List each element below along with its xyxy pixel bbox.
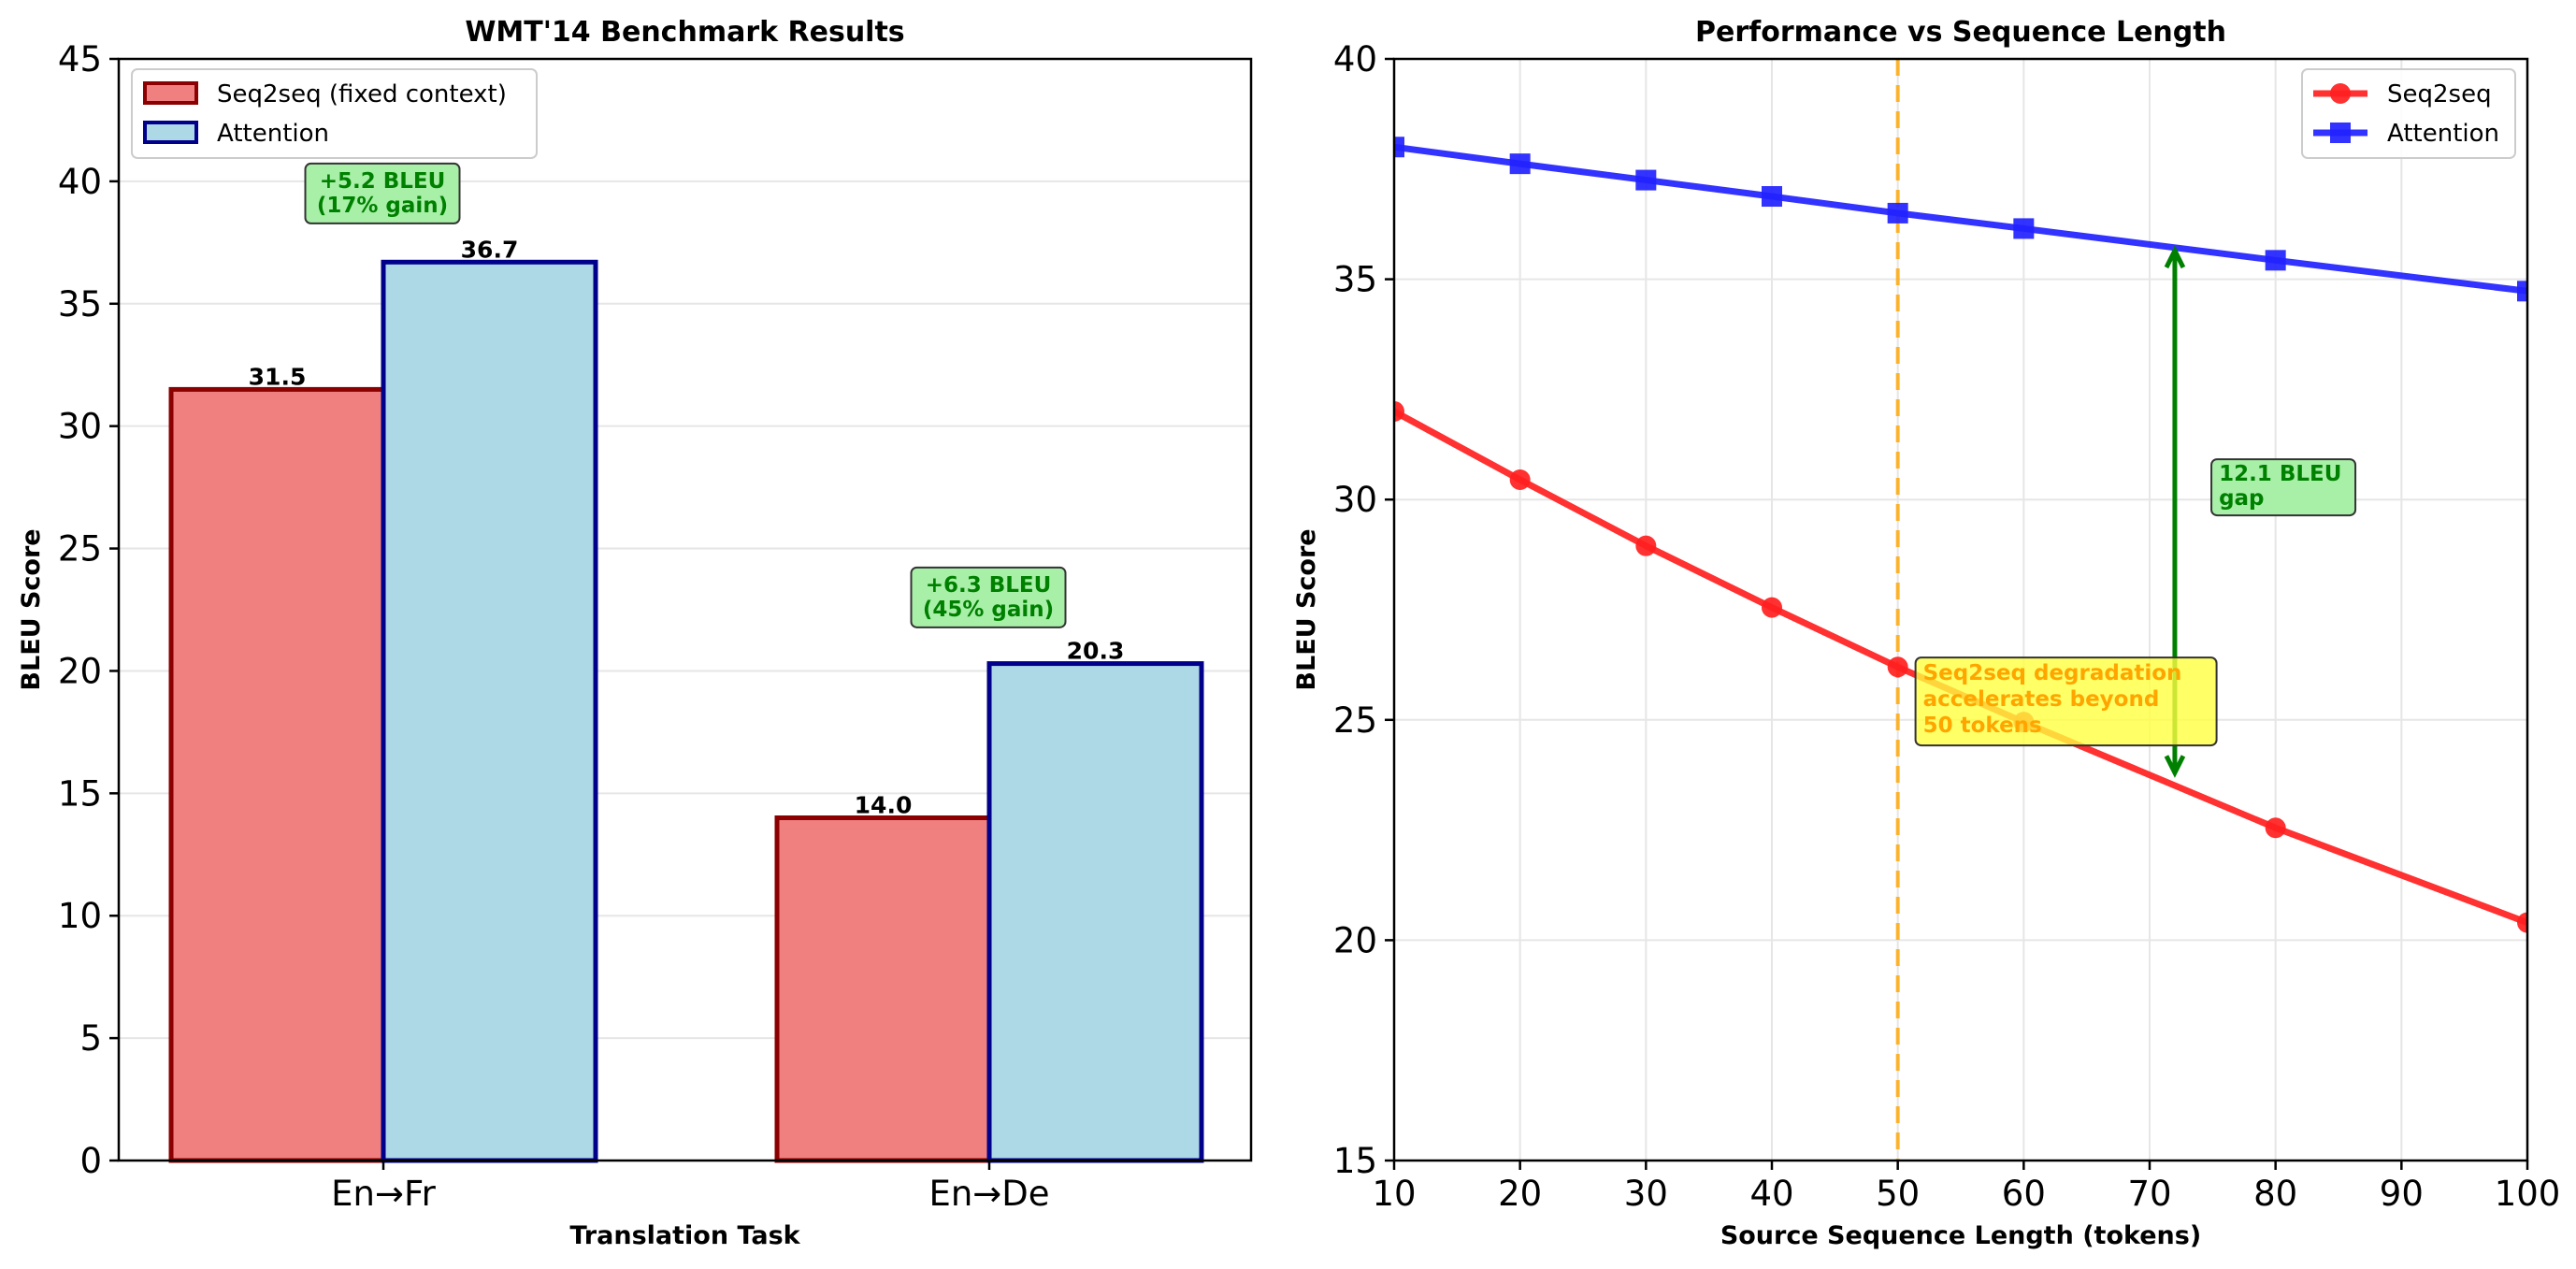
chart-title: WMT'14 Benchmark Results <box>465 16 904 49</box>
legend-marker <box>2330 123 2351 143</box>
y-axis-label: BLEU Score <box>1292 528 1321 690</box>
gap-arrow-head-top <box>2164 245 2186 269</box>
x-axis-label: Source Sequence Length (tokens) <box>1720 1221 2201 1250</box>
gain-annotation-box <box>304 162 461 224</box>
y-tick-label: 0 <box>79 1141 102 1181</box>
point-attention <box>2013 218 2035 239</box>
point-attention <box>2517 281 2527 302</box>
point-attention <box>1762 186 1782 208</box>
note-text-line: 50 tokens <box>1923 714 2042 738</box>
bar-value-label: 36.7 <box>461 236 519 263</box>
y-tick-label: 25 <box>58 529 102 570</box>
x-tick-label: 80 <box>2253 1174 2297 1214</box>
x-tick-label: 60 <box>2002 1174 2046 1214</box>
x-axis-label: Translation Task <box>569 1221 800 1250</box>
y-tick-label: 45 <box>58 39 102 79</box>
point-seq2seq <box>2517 912 2527 933</box>
point-attention <box>2265 250 2286 271</box>
legend-swatch <box>143 81 198 105</box>
gap-label-box <box>2210 458 2357 517</box>
y-tick-label: 10 <box>58 896 102 936</box>
y-tick-label: 25 <box>1333 700 1377 741</box>
bar-value-label: 14.0 <box>855 792 913 819</box>
x-tick-label: 20 <box>1498 1174 1542 1214</box>
legend-swatch <box>143 121 198 144</box>
y-tick-label: 40 <box>1333 39 1377 79</box>
point-seq2seq <box>2265 817 2286 839</box>
point-attention <box>1509 153 1531 175</box>
plot-frame <box>1392 57 2529 1162</box>
y-tick-label: 20 <box>58 651 102 691</box>
y-tick-label: 35 <box>58 284 102 324</box>
legend-label: Seq2seq (fixed context) <box>217 80 507 108</box>
y-tick-label: 30 <box>58 407 102 447</box>
gap-label-text-line: 12.1 BLEU <box>2219 462 2341 486</box>
x-tick-label: 70 <box>2127 1174 2171 1214</box>
point-attention <box>1394 137 1404 158</box>
legend-label: Attention <box>217 120 329 148</box>
x-tick-label: En→Fr <box>331 1174 436 1214</box>
x-tick-label: 40 <box>1749 1174 1793 1214</box>
point-seq2seq <box>1509 469 1531 490</box>
point-seq2seq <box>1394 400 1404 422</box>
note-text-line: accelerates beyond <box>1923 687 2160 712</box>
y-tick-label: 35 <box>1333 260 1377 300</box>
y-tick-label: 20 <box>1333 920 1377 960</box>
y-axis-label: BLEU Score <box>17 528 46 690</box>
gain-annotation-text-line: +6.3 BLEU <box>926 573 1052 598</box>
legend-marker <box>2330 83 2351 104</box>
legend: Seq2seq Attention <box>2301 68 2516 159</box>
gap-label-text: 12.1 BLEU gap <box>2219 462 2341 511</box>
note-text: Seq2seq degradation accelerates beyond 50 … <box>1923 661 2182 738</box>
point-seq2seq <box>1635 535 1657 556</box>
bar-seq2seq <box>774 815 992 1163</box>
plot-frame <box>117 57 1253 1162</box>
y-tick-label: 15 <box>1333 1141 1377 1181</box>
plot-area <box>1394 59 2527 1161</box>
chart-title: Performance vs Sequence Length <box>1695 16 2226 49</box>
legend-label: Attention <box>2387 120 2499 148</box>
series-line-seq2seq <box>1394 408 2527 926</box>
bar-attention <box>381 259 598 1163</box>
y-tick-label: 30 <box>1333 480 1377 520</box>
gain-annotation-text: +6.3 BLEU (45% gain) <box>923 573 1054 622</box>
note-box <box>1914 656 2218 747</box>
x-tick-label: 50 <box>1876 1174 1920 1214</box>
gap-arrow-head-bottom <box>2164 755 2186 778</box>
bar-chart-panel: 31.5 14.0 36.7 20.3 +5.2 BLEU (17% gain) +6.3 … <box>17 16 1253 1250</box>
gain-annotation-text: +5.2 BLEU (17% gain) <box>317 169 448 218</box>
bar-seq2seq <box>168 386 386 1163</box>
gain-annotation-text-line: (17% gain) <box>317 194 448 218</box>
y-tick-label: 40 <box>58 162 102 202</box>
line-chart-panel: 12.1 BLEU gap Seq2seq degradation accelerat… <box>1292 16 2560 1250</box>
gain-annotation-text-line: (45% gain) <box>923 598 1054 622</box>
bar-value-label: 31.5 <box>249 363 307 390</box>
x-tick-label: 90 <box>2380 1174 2424 1214</box>
bar-attention <box>986 661 1204 1163</box>
legend-label: Seq2seq <box>2387 80 2492 108</box>
legend: Seq2seq (fixed context) Attention <box>131 68 538 159</box>
y-tick-label: 5 <box>79 1018 102 1059</box>
legend-box <box>131 68 538 159</box>
point-seq2seq <box>1762 597 1782 618</box>
point-attention <box>1887 202 1908 224</box>
gain-annotation-box <box>910 566 1067 628</box>
point-attention <box>1635 169 1657 191</box>
point-seq2seq <box>1887 656 1908 678</box>
x-tick-label: 10 <box>1372 1174 1416 1214</box>
x-tick-label: En→De <box>928 1174 1049 1214</box>
note-text-line: Seq2seq degradation <box>1923 661 2182 685</box>
x-tick-label: 100 <box>2495 1174 2561 1214</box>
gap-label-text-line: gap <box>2219 486 2264 511</box>
gain-annotation-text-line: +5.2 BLEU <box>320 169 446 194</box>
y-tick-label: 15 <box>58 773 102 814</box>
x-tick-label: 30 <box>1624 1174 1668 1214</box>
bar-value-label: 20.3 <box>1067 638 1125 665</box>
series-line-attention <box>1394 143 2527 295</box>
